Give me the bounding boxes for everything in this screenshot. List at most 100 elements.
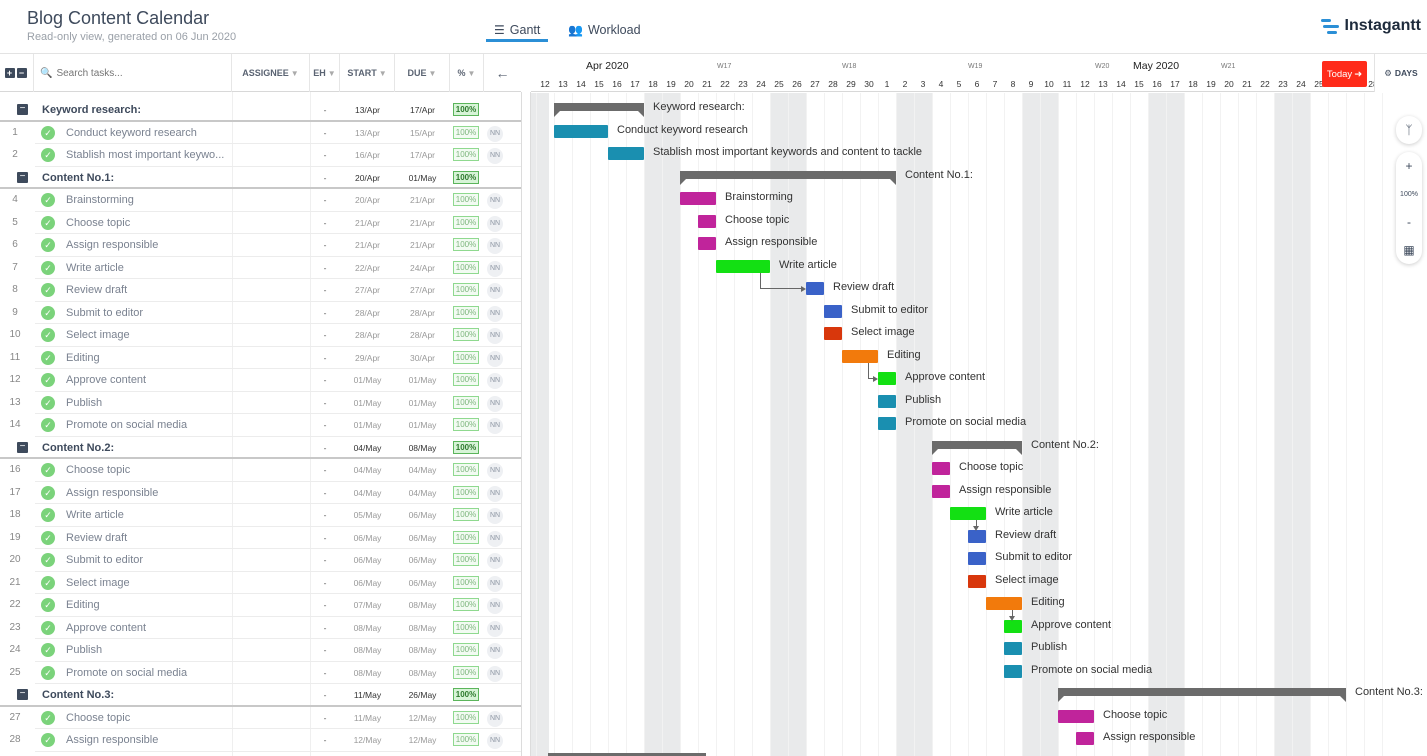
start-date[interactable]: 29/Apr — [354, 352, 381, 363]
task-row[interactable]: 14 ✓ Promote on social media - 01/May 01/May 1… — [0, 414, 521, 437]
collapse-all-icon[interactable]: − — [16, 68, 27, 78]
start-date[interactable]: 28/Apr — [354, 307, 381, 318]
task-name[interactable]: Submit to editor — [66, 306, 144, 319]
task-row[interactable]: 22 ✓ Editing - 07/May 08/May 100% NN — [0, 594, 521, 617]
start-date[interactable]: 21/Apr — [354, 217, 381, 228]
task-name[interactable]: Assign responsible — [66, 734, 159, 746]
start-date[interactable]: 08/May — [353, 667, 382, 678]
task-bar[interactable] — [968, 529, 986, 543]
task-bar[interactable] — [824, 304, 842, 318]
assignee-avatar[interactable]: NN — [487, 395, 503, 412]
task-name[interactable]: Promote on social media — [66, 666, 188, 679]
task-name[interactable]: Publish — [66, 396, 103, 409]
assignee-avatar[interactable]: NN — [487, 193, 503, 209]
task-name[interactable]: Write article — [66, 509, 124, 521]
task-bar[interactable] — [986, 597, 1022, 610]
due-date[interactable]: 12/May — [408, 735, 437, 745]
task-row[interactable]: 23 ✓ Approve content - 08/May 08/May 100% NN — [0, 617, 521, 639]
start-date[interactable]: 08/May — [353, 645, 382, 655]
check-circle-icon[interactable]: ✓ — [41, 553, 55, 567]
map-icon[interactable]: ▦ — [1403, 243, 1415, 257]
check-circle-icon[interactable]: ✓ — [41, 125, 55, 140]
group-row[interactable]: − Keyword research: - 13/Apr 17/Apr 100% — [0, 99, 521, 122]
task-bar[interactable] — [968, 574, 986, 588]
task-name[interactable]: Review draft — [66, 531, 128, 544]
due-date[interactable]: 28/Apr — [409, 307, 436, 318]
due-date[interactable]: 06/May — [408, 532, 437, 543]
assignee-avatar[interactable]: NN — [487, 710, 503, 727]
column-start[interactable]: START ▼ — [340, 54, 395, 92]
assignee-avatar[interactable]: NN — [487, 620, 503, 637]
check-circle-icon[interactable]: ✓ — [41, 620, 55, 635]
task-name[interactable]: Choose topic — [66, 464, 131, 476]
due-date[interactable]: 26/May — [408, 690, 437, 700]
check-circle-icon[interactable]: ✓ — [41, 575, 55, 590]
start-date[interactable]: 08/May — [353, 622, 382, 633]
task-row[interactable]: 13 ✓ Publish - 01/May 01/May 100% NN — [0, 392, 521, 414]
task-bar[interactable] — [932, 462, 950, 475]
task-bar[interactable] — [968, 552, 986, 565]
check-circle-icon[interactable]: ✓ — [41, 508, 55, 522]
task-name[interactable]: Brainstorming — [66, 194, 134, 206]
task-name[interactable]: Assign responsible — [66, 486, 159, 499]
check-circle-icon[interactable]: ✓ — [41, 238, 55, 252]
expand-all-icon[interactable]: + — [4, 68, 15, 78]
start-date[interactable]: 06/May — [353, 577, 382, 588]
task-bar[interactable] — [1058, 709, 1094, 723]
due-date[interactable]: 08/May — [408, 667, 437, 678]
task-bar[interactable] — [716, 259, 770, 273]
start-date[interactable]: 01/May — [353, 397, 382, 408]
task-bar[interactable] — [608, 147, 644, 160]
group-row[interactable]: − Content No.2: - 04/May 08/May 100% — [0, 437, 521, 459]
zoom-out-button[interactable]: - — [1407, 215, 1411, 229]
assignee-avatar[interactable]: NN — [487, 373, 503, 389]
task-bar[interactable] — [824, 327, 842, 340]
check-circle-icon[interactable]: ✓ — [41, 283, 55, 297]
task-name[interactable]: Editing — [66, 351, 100, 364]
task-row[interactable]: 25 ✓ Promote on social media - 08/May 08/May 1… — [0, 662, 521, 684]
task-row[interactable]: 1 ✓ Conduct keyword research - 13/Apr 15/Apr 1… — [0, 122, 521, 144]
collapse-panel-button[interactable]: ← — [484, 54, 521, 92]
start-date[interactable]: 04/May — [353, 465, 382, 475]
task-name[interactable]: Editing — [66, 599, 100, 611]
task-name[interactable]: Approve content — [66, 374, 147, 386]
search-input[interactable] — [56, 67, 231, 79]
due-date[interactable]: 01/May — [408, 172, 437, 183]
assignee-avatar[interactable]: NN — [487, 283, 503, 299]
task-name[interactable]: Content No.1: — [42, 171, 115, 184]
assignee-avatar[interactable]: NN — [487, 238, 503, 254]
check-circle-icon[interactable]: ✓ — [41, 710, 55, 725]
start-date[interactable]: 20/Apr — [354, 195, 381, 205]
task-row[interactable]: 24 ✓ Publish - 08/May 08/May 100% NN — [0, 639, 521, 662]
task-name[interactable]: Approve content — [66, 621, 147, 634]
task-bar[interactable] — [932, 484, 950, 498]
assignee-avatar[interactable]: NN — [487, 418, 503, 434]
due-date[interactable]: 01/May — [408, 420, 437, 430]
task-name[interactable]: Content No.2: — [42, 441, 115, 454]
check-circle-icon[interactable]: ✓ — [41, 530, 55, 545]
task-row[interactable]: 6 ✓ Assign responsible - 21/Apr 21/Apr 100% NN — [0, 234, 521, 257]
start-date[interactable]: 12/May — [353, 735, 382, 745]
due-date[interactable]: 30/Apr — [409, 352, 436, 363]
start-date[interactable]: 11/May — [353, 690, 382, 700]
task-row[interactable]: 9 ✓ Submit to editor - 28/Apr 28/Apr 100% NN — [0, 302, 521, 324]
check-circle-icon[interactable]: ✓ — [41, 598, 55, 612]
task-row[interactable]: 4 ✓ Brainstorming - 20/Apr 21/Apr 100% NN — [0, 189, 521, 212]
due-date[interactable]: 01/May — [408, 375, 437, 385]
assignee-avatar[interactable]: NN — [487, 260, 503, 277]
start-date[interactable]: 01/May — [353, 375, 382, 385]
due-date[interactable]: 12/May — [408, 712, 437, 723]
due-date[interactable]: 06/May — [408, 510, 437, 520]
due-date[interactable]: 04/May — [408, 487, 437, 498]
due-date[interactable]: 15/Apr — [409, 127, 436, 138]
start-date[interactable]: 27/Apr — [354, 285, 381, 295]
task-bar[interactable] — [698, 237, 716, 250]
due-date[interactable]: 08/May — [408, 442, 437, 453]
group-row[interactable]: − Content No.1: - 20/Apr 01/May 100% — [0, 167, 521, 189]
task-bar[interactable] — [1004, 664, 1022, 678]
due-date[interactable]: 21/Apr — [409, 195, 436, 205]
assignee-avatar[interactable]: NN — [487, 328, 503, 344]
start-date[interactable]: 01/May — [353, 420, 382, 430]
start-date[interactable]: 20/Apr — [354, 172, 381, 183]
due-date[interactable]: 08/May — [408, 645, 437, 655]
